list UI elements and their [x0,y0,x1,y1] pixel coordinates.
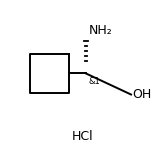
Text: &1: &1 [88,76,100,86]
Text: OH: OH [133,88,152,101]
Text: NH₂: NH₂ [89,24,113,37]
Text: HCl: HCl [72,130,94,143]
